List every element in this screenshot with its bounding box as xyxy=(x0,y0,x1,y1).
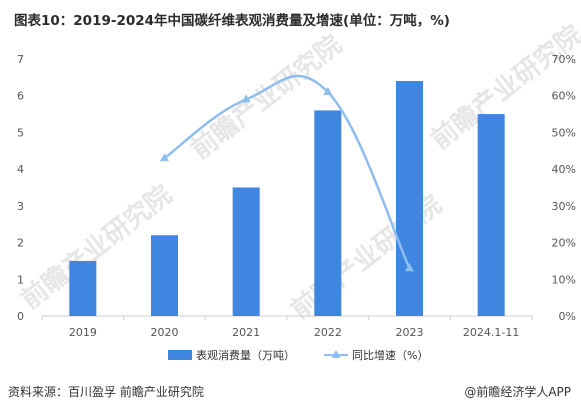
growth-point-marker xyxy=(405,263,414,272)
bar xyxy=(314,110,342,317)
x-tick-label: 2023 xyxy=(396,326,424,339)
x-tick-label: 2022 xyxy=(314,326,342,339)
y-left-tick-label: 7 xyxy=(17,53,24,66)
y-right-tick-label: 20% xyxy=(552,237,576,250)
y-left-tick-label: 4 xyxy=(17,163,24,176)
bar xyxy=(69,260,97,316)
bar xyxy=(396,81,423,317)
y-left-tick-label: 2 xyxy=(17,237,24,250)
y-left-tick-label: 0 xyxy=(17,310,24,323)
chart-title: 图表10：2019-2024年中国碳纤维表观消费量及增速(单位：万吨，%) xyxy=(14,13,450,29)
y-right-tick-label: 70% xyxy=(552,53,576,66)
y-right-tick-label: 30% xyxy=(552,200,576,213)
legend: 表观消费量（万吨） 同比增速（%） xyxy=(168,348,428,362)
legend-bar-label: 表观消费量（万吨） xyxy=(196,348,295,362)
y-right-tick-label: 50% xyxy=(552,126,576,139)
y-left-tick-label: 3 xyxy=(17,200,24,213)
y-left-tick-label: 6 xyxy=(17,90,24,103)
source-note: 资料来源：百川盈孚 前瞻产业研究院 xyxy=(8,385,204,399)
legend-bar-swatch xyxy=(168,350,192,360)
bars xyxy=(69,81,505,317)
legend-line-marker xyxy=(331,350,341,358)
y-right-tick-label: 60% xyxy=(552,90,576,103)
y-right-tick-label: 0% xyxy=(559,310,576,323)
growth-point-marker xyxy=(160,153,169,162)
y-left-tick-label: 5 xyxy=(17,126,24,139)
bar xyxy=(151,235,178,316)
x-tick-label: 2024.1-11 xyxy=(463,326,519,339)
x-tick-label: 2019 xyxy=(69,326,97,339)
x-tick-label: 2020 xyxy=(151,326,179,339)
y-right-tick-label: 10% xyxy=(552,273,576,286)
x-tick-label: 2021 xyxy=(232,326,260,339)
growth-point-marker xyxy=(323,87,333,96)
growth-point-marker xyxy=(241,94,251,103)
growth-line-path xyxy=(163,74,411,269)
legend-line-label: 同比增速（%） xyxy=(352,348,428,362)
credit-note: @前瞻经济学人APP xyxy=(464,385,571,399)
y-right-tick-label: 40% xyxy=(552,163,576,176)
bar xyxy=(477,114,505,316)
growth-line xyxy=(160,74,414,272)
bar xyxy=(232,187,260,316)
y-left-tick-label: 1 xyxy=(17,273,24,286)
watermark-4: 前瞻产业研究院 xyxy=(285,189,448,325)
